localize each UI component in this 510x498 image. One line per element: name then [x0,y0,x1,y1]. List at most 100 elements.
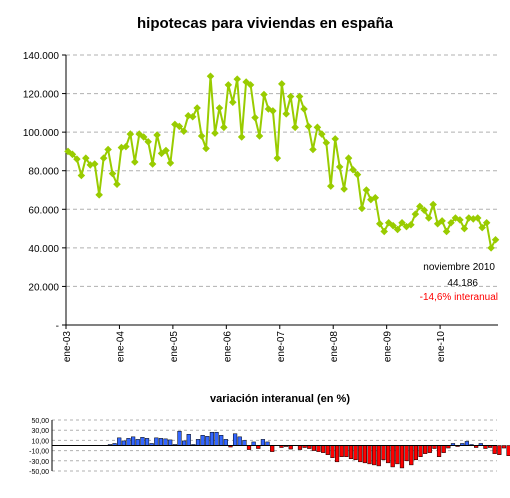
variation-bar [223,439,228,446]
variation-bar [441,445,446,453]
variation-bar [325,445,330,455]
main-y-tick-label: 80.000 [28,167,59,178]
variation-bar [464,441,469,446]
variation-bar [126,438,131,446]
variation-bar [376,445,381,467]
variation-bar [186,434,191,446]
main-data-point [104,145,112,154]
variation-y-tick-label: -30,00 [29,459,49,466]
main-data-point [202,144,210,153]
variation-bar [121,440,126,446]
main-data-point [237,133,246,141]
variation-bar [232,433,238,446]
main-y-tick-label: 140.000 [23,51,60,62]
main-data-point [224,81,233,89]
variation-bar [385,445,391,464]
main-data-point [269,107,277,115]
main-data-point [456,216,464,224]
main-data-point [313,123,322,132]
main-data-point [122,142,130,151]
annotation-change: -14,6% interanual [420,292,498,303]
main-data-point [447,219,455,227]
variation-bar [209,431,215,446]
variation-bar [372,445,377,466]
main-data-point [144,138,152,146]
main-x-tick-label: ene-09 [383,331,394,363]
main-data-point [487,244,495,252]
main-data-point [251,113,259,122]
variation-bar [321,445,326,453]
main-data-point [429,200,437,209]
main-data-point [442,227,451,236]
main-data-point [438,217,446,225]
variation-bar [168,439,173,446]
variation-bar [131,436,136,446]
variation-bar [409,445,414,466]
annotation-month: noviembre 2010 [423,262,495,273]
main-y-tick-label: 120.000 [23,90,60,101]
main-data-point [318,130,326,138]
main-data-point [68,150,77,159]
variation-bar [260,439,266,446]
main-data-point [309,145,317,154]
main-data-point [433,219,442,228]
main-data-point [193,104,201,112]
main-data-point [393,225,402,234]
main-data-point [340,185,348,193]
variation-bar [339,445,344,457]
variation-bar [140,437,145,446]
variation-bar [353,445,358,461]
variation-bar [195,439,201,446]
main-data-point [206,72,215,80]
main-data-point [229,98,237,107]
main-data-point [197,132,206,140]
annotation-value: 44.186 [447,278,478,289]
variation-bar [334,445,340,463]
main-data-point [300,105,308,113]
variation-bar [413,445,418,461]
main-data-point [291,123,299,132]
variation-bar [177,430,182,446]
main-data-point [139,133,148,141]
main-data-point [482,219,491,227]
main-data-point [82,154,90,162]
main-data-point [188,112,197,121]
main-y-tick-label: 40.000 [28,244,59,255]
main-data-point [375,219,384,228]
variation-y-tick-label: -50,00 [29,469,49,476]
main-data-point [166,159,175,167]
variation-bar [237,436,242,446]
main-data-point [246,81,255,89]
main-x-tick-label: ene-08 [329,331,340,363]
variation-bar [404,445,409,462]
main-x-tick-label: ene-06 [222,331,233,363]
main-y-tick-label: 20.000 [28,282,59,293]
main-data-point [77,171,86,180]
variation-chart-axes [51,420,497,471]
variation-bar [144,438,150,446]
variation-bar [427,445,432,453]
main-data-point [420,206,429,215]
main-data-point [73,155,81,163]
variation-bar [242,440,247,446]
variation-bar [330,445,335,458]
main-data-point [260,90,268,99]
main-x-tick-label: ene-10 [436,331,447,363]
variation-bar [311,445,317,451]
variation-bar [497,445,502,455]
main-data-point [282,110,290,118]
main-data-point [273,154,282,162]
main-data-point [331,135,339,143]
main-data-point [411,210,420,218]
main-data-point [295,92,304,101]
main-data-point [344,154,353,162]
main-data-point [90,160,99,168]
variation-chart-title: variación interanual (en %) [210,393,350,405]
variation-bar [418,445,423,457]
variation-bar [270,445,275,452]
main-data-point [215,104,224,112]
main-data-point [278,80,286,88]
variation-bar [163,438,168,446]
main-data-point [424,214,433,222]
main-data-point [135,130,144,138]
